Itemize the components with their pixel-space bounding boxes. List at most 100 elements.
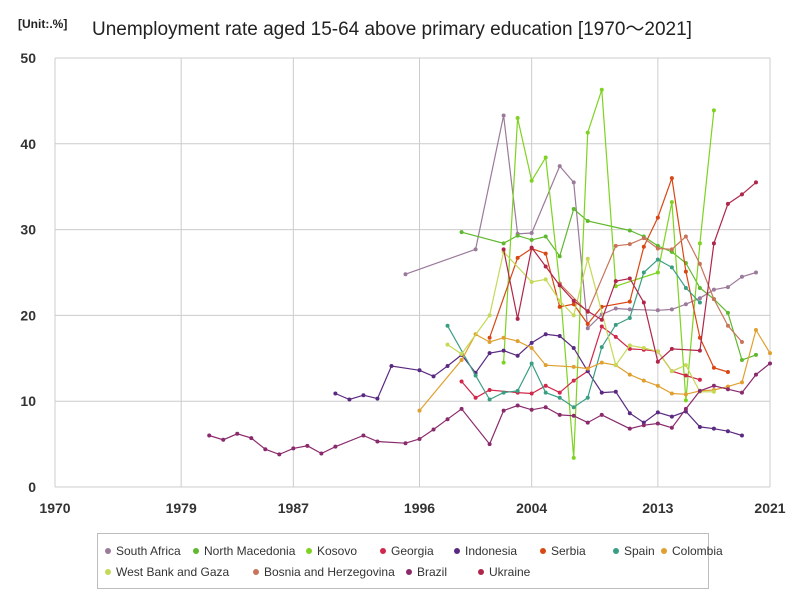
data-point <box>515 233 520 238</box>
data-point <box>669 369 674 374</box>
data-point <box>697 424 702 429</box>
data-point <box>571 207 576 212</box>
data-point <box>459 230 464 235</box>
data-point <box>333 391 338 396</box>
legend-item: Spain <box>613 544 655 558</box>
data-point <box>501 241 506 246</box>
data-point <box>697 296 702 301</box>
data-point <box>599 412 604 417</box>
data-point <box>291 446 296 451</box>
data-point <box>557 333 562 338</box>
data-point <box>571 298 576 303</box>
series-brazil <box>207 361 772 457</box>
data-point <box>319 451 324 456</box>
data-point <box>571 405 576 410</box>
data-point <box>263 447 268 452</box>
data-point <box>529 245 534 250</box>
data-point <box>515 339 520 344</box>
data-point <box>585 366 590 371</box>
data-point <box>557 254 562 259</box>
data-point <box>655 270 660 275</box>
x-tick-label: 1979 <box>166 500 197 516</box>
data-point <box>669 307 674 312</box>
data-point <box>669 346 674 351</box>
data-point <box>711 426 716 431</box>
data-point <box>683 269 688 274</box>
data-point <box>585 256 590 261</box>
data-point <box>613 322 618 327</box>
data-point <box>501 408 506 413</box>
data-point <box>627 228 632 233</box>
legend-marker <box>380 548 386 554</box>
legend-item: Colombia <box>661 544 723 558</box>
grid <box>54 57 771 488</box>
data-point <box>487 313 492 318</box>
data-point <box>711 365 716 370</box>
y-tick-label: 40 <box>20 136 36 152</box>
data-point <box>487 397 492 402</box>
data-point <box>613 243 618 248</box>
data-point <box>627 411 632 416</box>
series-area <box>207 87 772 460</box>
data-point <box>487 388 492 393</box>
data-point <box>669 414 674 419</box>
data-point <box>487 339 492 344</box>
data-point <box>347 397 352 402</box>
series-line <box>503 181 757 363</box>
data-point <box>445 364 450 369</box>
data-point <box>431 427 436 432</box>
legend-item: Bosnia and Herzegovina <box>253 565 395 579</box>
data-point <box>711 108 716 113</box>
data-point <box>529 361 534 366</box>
data-point <box>501 390 506 395</box>
series-line <box>559 235 743 343</box>
data-point <box>739 390 744 395</box>
data-point <box>305 443 310 448</box>
legend-label: Brazil <box>417 565 448 579</box>
data-point <box>459 379 464 384</box>
data-point <box>655 421 660 426</box>
legend-item: South Africa <box>105 544 181 558</box>
data-point <box>529 391 534 396</box>
legend-marker <box>105 548 111 554</box>
data-point <box>557 412 562 417</box>
data-point <box>725 429 730 434</box>
data-point <box>459 352 464 357</box>
data-point <box>557 304 562 309</box>
x-tick-label: 2004 <box>516 500 547 516</box>
data-point <box>725 323 730 328</box>
data-point <box>627 346 632 351</box>
data-point <box>403 441 408 446</box>
legend-item: Serbia <box>540 544 586 558</box>
legend-marker <box>478 569 484 575</box>
data-point <box>669 247 674 252</box>
series-line <box>461 207 757 361</box>
x-tick-label: 2013 <box>642 500 673 516</box>
data-point <box>571 364 576 369</box>
data-point <box>543 390 548 395</box>
data-point <box>543 332 548 337</box>
data-point <box>487 351 492 356</box>
data-point <box>753 372 758 377</box>
data-point <box>487 335 492 340</box>
data-point <box>627 426 632 431</box>
data-point <box>613 363 618 368</box>
data-point <box>613 306 618 311</box>
data-point <box>529 279 534 284</box>
data-point <box>501 360 506 365</box>
x-tick-label: 1970 <box>39 500 70 516</box>
chart-title: Unemployment rate aged 15-64 above prima… <box>92 19 692 40</box>
data-point <box>669 391 674 396</box>
data-point <box>445 417 450 422</box>
data-point <box>585 309 590 314</box>
data-point <box>697 285 702 290</box>
data-point <box>599 390 604 395</box>
data-point <box>655 349 660 354</box>
legend-item: North Macedonia <box>193 544 295 558</box>
data-point <box>753 327 758 332</box>
data-point <box>669 265 674 270</box>
data-point <box>655 383 660 388</box>
data-point <box>277 452 282 457</box>
legend-marker <box>306 548 312 554</box>
